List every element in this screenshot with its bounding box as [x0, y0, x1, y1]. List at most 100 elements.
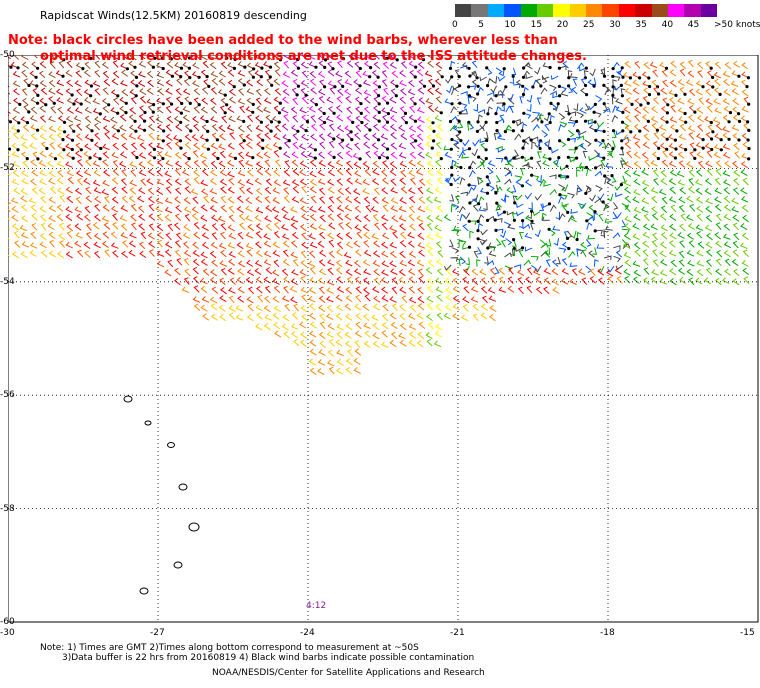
contamination-dot	[378, 156, 382, 160]
wind-barb	[716, 249, 723, 258]
wind-barb	[659, 250, 667, 258]
wind-barb	[478, 196, 485, 204]
wind-barb	[130, 203, 137, 212]
wind-barb	[291, 179, 300, 186]
wind-barb	[452, 303, 460, 311]
contamination-dot	[261, 138, 265, 142]
wind-barb	[514, 194, 523, 201]
wind-barb	[453, 225, 462, 231]
wind-barb	[678, 160, 686, 168]
contamination-dot	[737, 138, 741, 142]
wind-barb	[713, 87, 721, 95]
wind-barb	[426, 134, 434, 142]
wind-barb	[58, 60, 65, 69]
wind-barb	[265, 205, 273, 213]
wind-barb	[595, 95, 603, 103]
wind-barb	[193, 123, 200, 132]
wind-barb	[65, 161, 73, 168]
wind-barb	[633, 124, 641, 132]
wind-barb	[156, 79, 165, 87]
wind-barb	[523, 112, 532, 119]
contamination-dot	[62, 120, 67, 124]
wind-barb	[121, 169, 128, 177]
wind-barb	[687, 259, 695, 267]
wind-barb	[130, 79, 138, 87]
wind-barb	[309, 179, 317, 187]
wind-barb	[335, 133, 343, 141]
wind-barb	[309, 213, 317, 222]
wind-barb	[632, 196, 640, 204]
wind-barb	[66, 230, 73, 239]
wind-barb	[281, 323, 289, 331]
island-outline	[123, 395, 133, 403]
contamination-dot	[701, 138, 705, 142]
wind-barb	[604, 87, 612, 96]
wind-barb	[505, 125, 514, 132]
wind-barb	[531, 174, 540, 181]
wind-barb	[319, 196, 326, 204]
wind-barb	[372, 260, 381, 267]
wind-barb	[514, 133, 522, 141]
wind-barb	[391, 277, 399, 285]
contamination-dot	[539, 84, 543, 88]
wind-barb	[512, 195, 518, 203]
wind-barb	[130, 222, 137, 231]
wind-barb	[380, 133, 389, 140]
wind-barb	[588, 104, 596, 111]
wind-barb	[68, 124, 75, 132]
wind-barb	[104, 249, 111, 258]
wind-barb	[512, 239, 517, 247]
wind-barb	[382, 114, 388, 123]
wind-barb	[452, 295, 460, 303]
wind-barb	[581, 277, 588, 286]
wind-barb	[434, 106, 442, 114]
wind-barb	[137, 205, 145, 213]
contamination-dot	[745, 85, 749, 89]
wind-barb	[497, 76, 506, 82]
wind-barb	[57, 125, 65, 133]
wind-barb	[570, 230, 577, 239]
wind-barb	[336, 96, 343, 104]
wind-barb	[118, 160, 127, 168]
wind-barb	[220, 267, 227, 276]
wind-barb	[110, 55, 119, 60]
contamination-dot	[727, 120, 731, 124]
wind-barb	[678, 277, 687, 284]
contamination-dot	[638, 129, 642, 133]
wind-barb	[677, 232, 685, 239]
contamination-dot	[621, 110, 625, 114]
wind-barb	[147, 60, 154, 68]
wind-barb	[8, 56, 12, 60]
wind-barb	[119, 105, 127, 114]
wind-barb	[182, 114, 190, 122]
wind-barb	[147, 151, 155, 159]
contamination-dot	[242, 83, 246, 87]
wind-barb	[687, 59, 694, 68]
wind-barb	[363, 122, 371, 131]
wind-barb	[417, 142, 424, 151]
contamination-dot	[503, 130, 507, 134]
wind-barb	[38, 70, 46, 79]
contamination-dot	[430, 146, 434, 150]
wind-barb	[661, 69, 668, 78]
contamination-dot	[620, 139, 624, 143]
wind-barb	[257, 294, 264, 303]
wind-barb	[290, 69, 298, 77]
wind-barb	[156, 178, 165, 186]
color-scale-label: 20	[556, 20, 569, 30]
wind-barb	[254, 70, 262, 78]
contamination-dot	[495, 201, 499, 205]
wind-barb	[621, 136, 629, 142]
wind-barb	[104, 195, 110, 204]
wind-barb	[130, 142, 138, 150]
wind-barb	[576, 111, 585, 119]
wind-barb	[382, 204, 389, 212]
wind-barb	[436, 205, 444, 213]
wind-barb	[174, 249, 181, 258]
wind-barb	[263, 323, 271, 331]
wind-barb	[389, 61, 397, 69]
wind-barb	[722, 170, 731, 177]
wind-barb	[228, 115, 236, 123]
wind-barb	[335, 70, 343, 78]
wind-barb	[741, 196, 749, 203]
